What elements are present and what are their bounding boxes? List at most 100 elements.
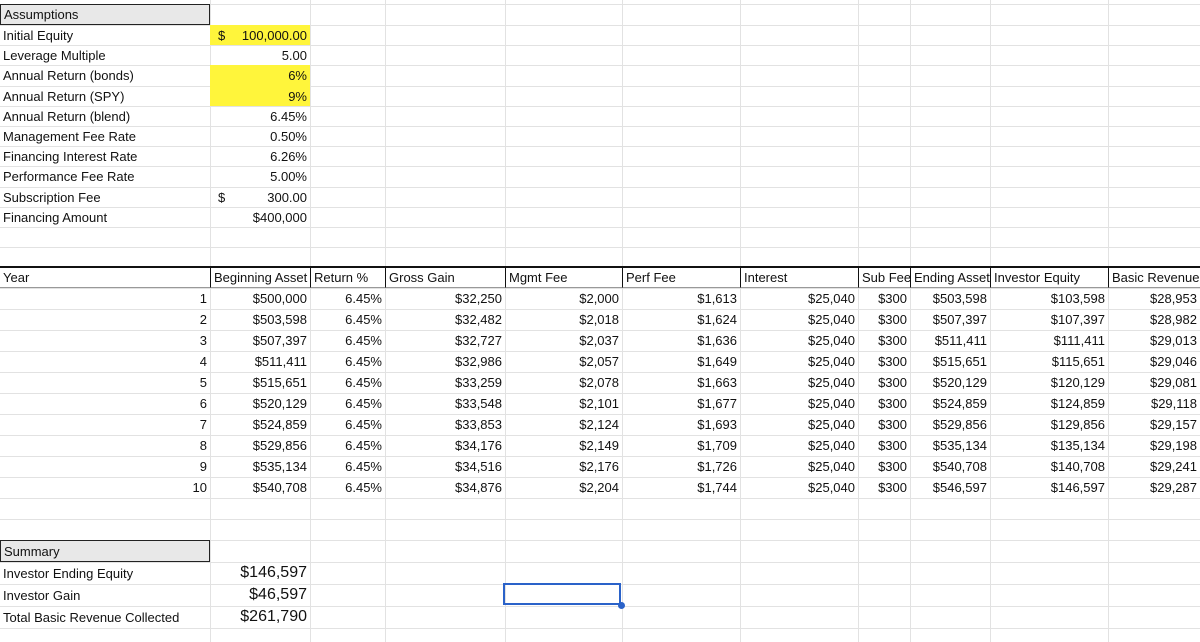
label[interactable]: Annual Return (blend) (3, 108, 131, 124)
table-cell[interactable]: $2,000 (579, 291, 619, 306)
value-cell[interactable]: 5.00% (270, 169, 307, 184)
column-header[interactable]: Return % (310, 267, 385, 288)
table-cell[interactable]: $2,057 (579, 354, 619, 369)
label[interactable]: Investor Ending Equity (3, 565, 134, 581)
summary-value[interactable]: $261,790 (240, 608, 307, 625)
label[interactable]: Annual Return (SPY) (3, 88, 125, 104)
table-cell[interactable]: $300 (878, 354, 907, 369)
table-cell[interactable]: 6.45% (345, 375, 382, 390)
table-cell[interactable]: 6.45% (345, 312, 382, 327)
table-cell[interactable]: 2 (199, 312, 207, 327)
table-cell[interactable]: $146,597 (1050, 480, 1105, 495)
column-header[interactable]: Investor Equity (990, 267, 1108, 288)
column-header[interactable]: Gross Gain (385, 267, 505, 288)
section-title[interactable]: Summary (0, 540, 210, 562)
table-cell[interactable]: $503,598 (932, 291, 987, 306)
table-cell[interactable]: $1,649 (697, 354, 737, 369)
table-cell[interactable]: $25,040 (808, 291, 855, 306)
table-cell[interactable]: $25,040 (808, 396, 855, 411)
label[interactable]: Management Fee Rate (3, 128, 136, 144)
label[interactable]: Investor Gain (3, 587, 81, 603)
table-cell[interactable]: $300 (878, 333, 907, 348)
table-cell[interactable]: $29,241 (1150, 459, 1197, 474)
summary-value[interactable]: $146,597 (240, 564, 307, 581)
table-cell[interactable]: $33,259 (455, 375, 502, 390)
table-cell[interactable]: $515,651 (252, 375, 307, 390)
table-cell[interactable]: 6.45% (345, 459, 382, 474)
table-cell[interactable]: 5 (199, 375, 207, 390)
table-cell[interactable]: 1 (199, 291, 207, 306)
table-cell[interactable]: $2,204 (579, 480, 619, 495)
table-cell[interactable]: $524,859 (252, 417, 307, 432)
table-cell[interactable]: $2,037 (579, 333, 619, 348)
table-cell[interactable]: $129,856 (1050, 417, 1105, 432)
table-cell[interactable]: $29,118 (1150, 396, 1197, 411)
table-cell[interactable]: $25,040 (808, 333, 855, 348)
table-cell[interactable]: $540,708 (932, 459, 987, 474)
label[interactable]: Performance Fee Rate (3, 169, 135, 184)
table-cell[interactable]: 6.45% (345, 396, 382, 411)
table-cell[interactable]: $29,046 (1150, 354, 1197, 369)
table-cell[interactable]: $535,134 (932, 438, 987, 453)
table-cell[interactable]: $1,744 (697, 480, 737, 495)
table-cell[interactable]: $503,598 (252, 312, 307, 327)
table-cell[interactable]: $25,040 (808, 375, 855, 390)
label[interactable]: Total Basic Revenue Collected (3, 609, 180, 625)
table-cell[interactable]: $300 (878, 438, 907, 453)
table-cell[interactable]: $2,176 (579, 459, 619, 474)
value-cell[interactable]: $100,000.00 (210, 25, 310, 45)
table-cell[interactable]: $29,287 (1150, 480, 1197, 495)
table-cell[interactable]: $546,597 (932, 480, 987, 495)
table-cell[interactable]: $25,040 (808, 459, 855, 474)
table-cell[interactable]: 3 (199, 333, 207, 348)
table-cell[interactable]: $300 (878, 291, 907, 306)
table-cell[interactable]: $124,859 (1050, 396, 1105, 411)
value-cell[interactable]: $400,000 (252, 209, 307, 225)
column-header[interactable]: Beginning Asset (210, 267, 310, 288)
label[interactable]: Financing Amount (3, 209, 108, 225)
table-cell[interactable]: $2,101 (579, 396, 619, 411)
value-cell[interactable]: 0.50% (270, 128, 307, 144)
table-cell[interactable]: 6.45% (345, 333, 382, 348)
summary-value[interactable]: $46,597 (249, 586, 307, 603)
table-cell[interactable]: $25,040 (808, 354, 855, 369)
table-cell[interactable]: $529,856 (932, 417, 987, 432)
table-cell[interactable]: $300 (878, 312, 907, 327)
value-cell[interactable]: 5.00 (281, 47, 307, 63)
table-cell[interactable]: 7 (199, 417, 207, 432)
table-cell[interactable]: $1,624 (697, 312, 737, 327)
table-cell[interactable]: $1,663 (697, 375, 737, 390)
table-cell[interactable]: 6.45% (345, 354, 382, 369)
table-cell[interactable]: 6.45% (345, 417, 382, 432)
table-cell[interactable]: $115,651 (1051, 354, 1105, 369)
table-cell[interactable]: $25,040 (808, 417, 855, 432)
table-cell[interactable]: $520,129 (932, 375, 987, 390)
value-cell[interactable]: 6% (210, 65, 310, 86)
table-cell[interactable]: $33,853 (455, 417, 502, 432)
table-cell[interactable]: 4 (199, 354, 207, 369)
table-cell[interactable]: $515,651 (932, 354, 987, 369)
label[interactable]: Annual Return (bonds) (3, 68, 134, 83)
column-header[interactable]: Basic Revenue (1108, 267, 1200, 288)
table-cell[interactable]: $1,636 (697, 333, 737, 348)
section-title[interactable]: Assumptions (0, 4, 210, 25)
table-cell[interactable]: $1,709 (697, 438, 737, 453)
column-header[interactable]: Mgmt Fee (505, 267, 622, 288)
table-cell[interactable]: 6.45% (345, 438, 382, 453)
table-cell[interactable]: $25,040 (808, 438, 855, 453)
label[interactable]: Leverage Multiple (3, 47, 106, 63)
table-cell[interactable]: $300 (878, 375, 907, 390)
table-cell[interactable]: 10 (192, 480, 207, 495)
table-cell[interactable]: $1,677 (697, 396, 737, 411)
table-cell[interactable]: $535,134 (252, 459, 307, 474)
table-cell[interactable]: 8 (199, 438, 207, 453)
column-header[interactable]: Year (0, 267, 210, 288)
table-cell[interactable]: $1,613 (697, 291, 737, 306)
column-header[interactable]: Interest (740, 267, 858, 288)
table-cell[interactable]: $2,018 (579, 312, 619, 327)
table-cell[interactable]: $507,397 (932, 312, 987, 327)
table-cell[interactable]: $507,397 (252, 333, 307, 348)
table-cell[interactable]: $25,040 (808, 312, 855, 327)
selected-cell[interactable] (503, 583, 621, 605)
table-cell[interactable]: $33,548 (455, 396, 502, 411)
